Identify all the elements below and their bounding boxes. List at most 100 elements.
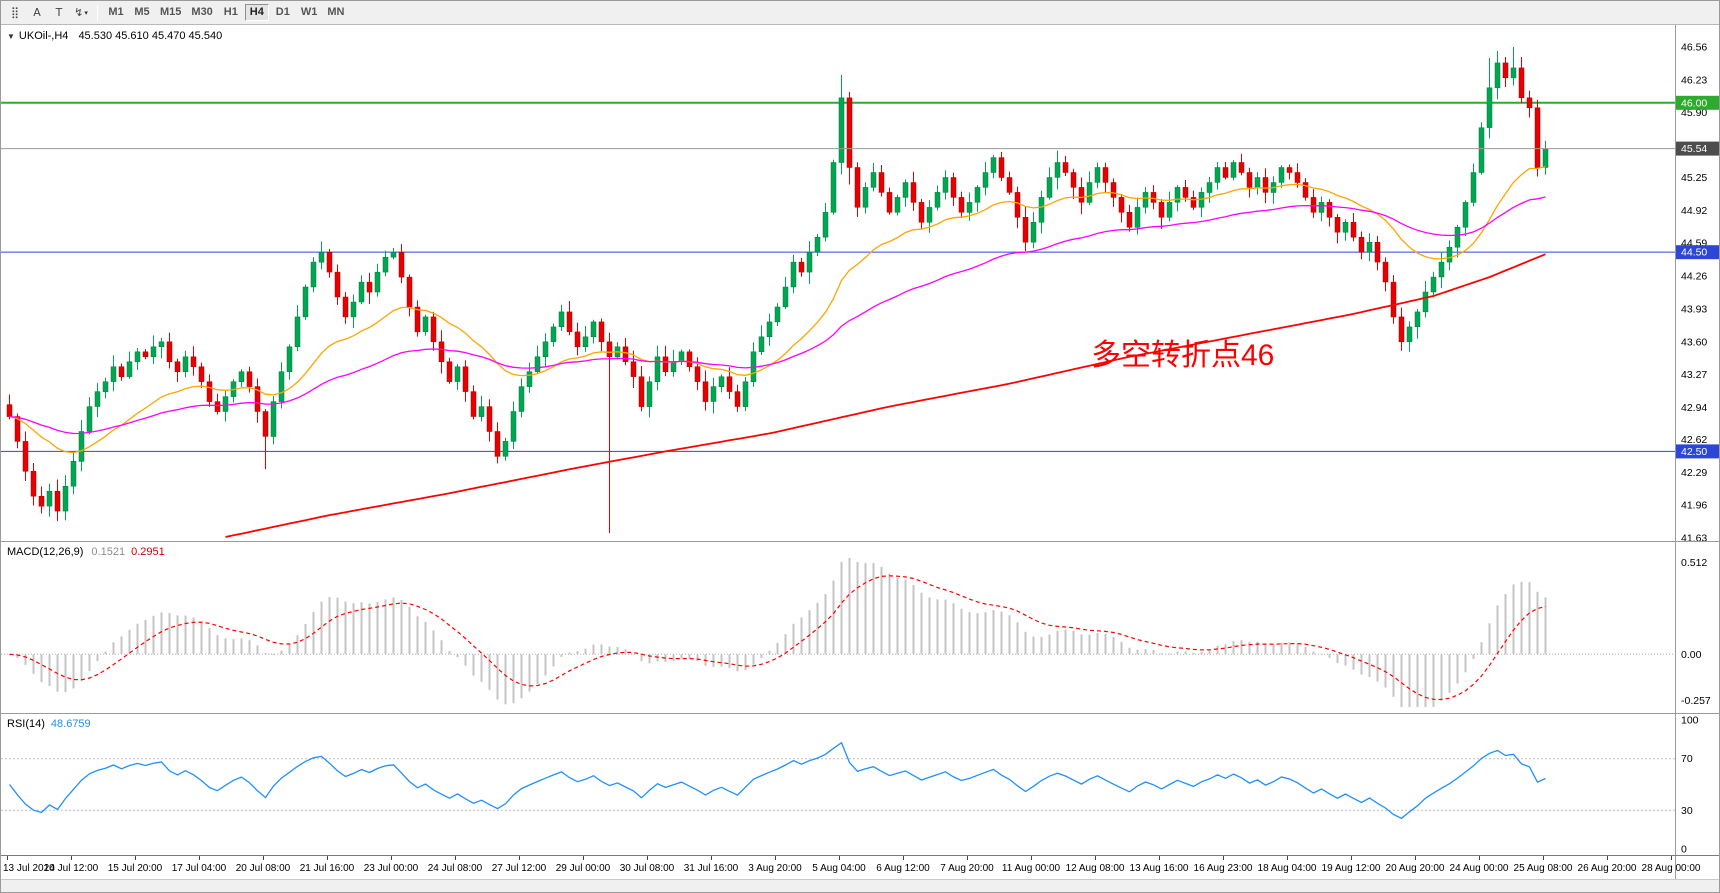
time-tick (7, 856, 8, 860)
dropdown-caret-icon: ▾ (84, 8, 88, 17)
time-label: 5 Aug 04:00 (812, 863, 866, 874)
time-label: 29 Jul 00:00 (555, 863, 611, 874)
line-tools-dropdown[interactable]: ↯ ▾ (74, 6, 88, 19)
svg-text:0: 0 (1681, 844, 1687, 856)
svg-text:30: 30 (1681, 805, 1693, 817)
rsi-name: RSI(14) (7, 718, 45, 730)
chart-symbol-title: ▼ UKOil-,H4 45.530 45.610 45.470 45.540 (7, 30, 222, 42)
time-tick (775, 856, 776, 860)
time-label: 15 Jul 20:00 (107, 863, 163, 874)
chart-symbol: UKOil-,H4 (18, 30, 69, 42)
time-tick (455, 856, 456, 860)
time-tick (1671, 856, 1672, 860)
timeframe-button-m15[interactable]: M15 (160, 6, 182, 18)
svg-text:-0.257: -0.257 (1681, 695, 1711, 707)
time-label: 13 Jul 2020 (3, 863, 55, 874)
svg-text:42.94: 42.94 (1681, 402, 1707, 414)
macd-indicator-chart[interactable]: 0.512 0.00 -0.257 (1, 542, 1720, 713)
svg-text:43.27: 43.27 (1681, 369, 1707, 381)
timeframe-button-m1[interactable]: M1 (108, 6, 124, 18)
text-tool-button[interactable]: T (55, 6, 63, 19)
timeframe-button-h4[interactable]: H4 (244, 4, 269, 21)
svg-text:0.00: 0.00 (1681, 649, 1702, 661)
time-label: 6 Aug 12:00 (876, 863, 930, 874)
toolbar-grip-icon[interactable]: ⣿ (10, 6, 20, 19)
svg-text:44.92: 44.92 (1681, 205, 1707, 217)
timeframe-button-h1[interactable]: H1 (223, 6, 238, 18)
time-label: 21 Jul 16:00 (299, 863, 355, 874)
time-tick (903, 856, 904, 860)
time-tick (1415, 856, 1416, 860)
time-label: 31 Jul 16:00 (683, 863, 739, 874)
candlestick-chart[interactable]: 46.5646.2345.9045.2544.9244.5944.2643.93… (1, 25, 1720, 541)
chart-collapse-icon[interactable]: ▼ (7, 32, 15, 41)
svg-text:43.93: 43.93 (1681, 303, 1707, 315)
time-tick (1287, 856, 1288, 860)
time-tick (967, 856, 968, 860)
time-axis[interactable]: 13 Jul 2020 14 Jul 12:00 15 Jul 20:00 17 Ju… (1, 855, 1719, 879)
timeframe-button-m30[interactable]: M30 (191, 6, 213, 18)
svg-text:41.63: 41.63 (1681, 533, 1707, 542)
svg-text:45.54: 45.54 (1681, 143, 1707, 155)
time-tick (583, 856, 584, 860)
time-label: 24 Jul 08:00 (427, 863, 483, 874)
svg-text:42.50: 42.50 (1681, 446, 1707, 458)
macd-panel: 0.512 0.00 -0.257 MACD(12,26,9) 0.1521 0.295… (1, 541, 1720, 713)
rsi-indicator-chart[interactable]: 100 70 30 0 (1, 714, 1720, 855)
time-tick (327, 856, 328, 860)
time-tick (1543, 856, 1544, 860)
svg-text:41.96: 41.96 (1681, 500, 1707, 512)
svg-text:70: 70 (1681, 753, 1693, 765)
timeframe-switcher: M1 M5 M15 M30 H1 H4 D1 W1 MN (103, 4, 349, 21)
chart-annotation: 多空转折点46 (1091, 339, 1275, 372)
time-label: 12 Aug 08:00 (1065, 863, 1125, 874)
time-tick (1159, 856, 1160, 860)
svg-text:0.512: 0.512 (1681, 557, 1707, 569)
timeframe-button-mn[interactable]: MN (327, 6, 345, 18)
toolbar-separator (97, 4, 98, 21)
svg-text:46.00: 46.00 (1681, 97, 1707, 109)
macd-main-value: 0.1521 (91, 546, 126, 558)
time-tick (391, 856, 392, 860)
svg-text:44.50: 44.50 (1681, 247, 1707, 259)
time-tick (1607, 856, 1608, 860)
time-label: 20 Jul 08:00 (235, 863, 291, 874)
timeframe-button-w1[interactable]: W1 (300, 6, 318, 18)
macd-signal-value: 0.2951 (131, 546, 165, 558)
svg-text:46.56: 46.56 (1681, 42, 1707, 54)
time-tick (71, 856, 72, 860)
time-tick (519, 856, 520, 860)
svg-text:44.26: 44.26 (1681, 271, 1707, 283)
rsi-value: 48.6759 (50, 718, 91, 730)
axis-corner-separator (1675, 856, 1676, 879)
svg-text:45.90: 45.90 (1681, 107, 1707, 119)
svg-text:42.29: 42.29 (1681, 467, 1707, 479)
time-tick (1031, 856, 1032, 860)
main-chart-panel: 46.56 46.23 45.90 45.25 44.92 44.59 44.26 43.93… (1, 25, 1720, 541)
time-tick (839, 856, 840, 860)
rsi-label: RSI(14) 48.6759 (7, 718, 91, 730)
time-tick (1223, 856, 1224, 860)
time-tick (135, 856, 136, 860)
toolbar-tools: ⣿ A T ↯ ▾ (4, 3, 92, 22)
time-label: 27 Jul 12:00 (491, 863, 547, 874)
time-label: 30 Jul 08:00 (619, 863, 675, 874)
svg-text:43.60: 43.60 (1681, 336, 1707, 348)
time-label: 20 Aug 20:00 (1385, 863, 1445, 874)
time-label: 25 Aug 08:00 (1513, 863, 1573, 874)
rsi-panel: 100 70 30 0 RSI(14) 48.6759 (1, 713, 1720, 855)
time-label: 3 Aug 20:00 (748, 863, 802, 874)
svg-text:100: 100 (1681, 715, 1699, 727)
time-tick (1479, 856, 1480, 860)
timeframe-button-m5[interactable]: M5 (134, 6, 150, 18)
time-label: 13 Aug 16:00 (1129, 863, 1189, 874)
macd-name: MACD(12,26,9) (7, 546, 84, 558)
cursor-tool-button[interactable]: A (33, 6, 41, 19)
time-label: 18 Aug 04:00 (1257, 863, 1317, 874)
timeframe-button-d1[interactable]: D1 (275, 6, 290, 18)
time-tick (1095, 856, 1096, 860)
time-label: 23 Jul 00:00 (363, 863, 419, 874)
chart-ohlc-values: 45.530 45.610 45.470 45.540 (78, 30, 223, 42)
macd-label: MACD(12,26,9) 0.1521 0.2951 (7, 546, 165, 558)
